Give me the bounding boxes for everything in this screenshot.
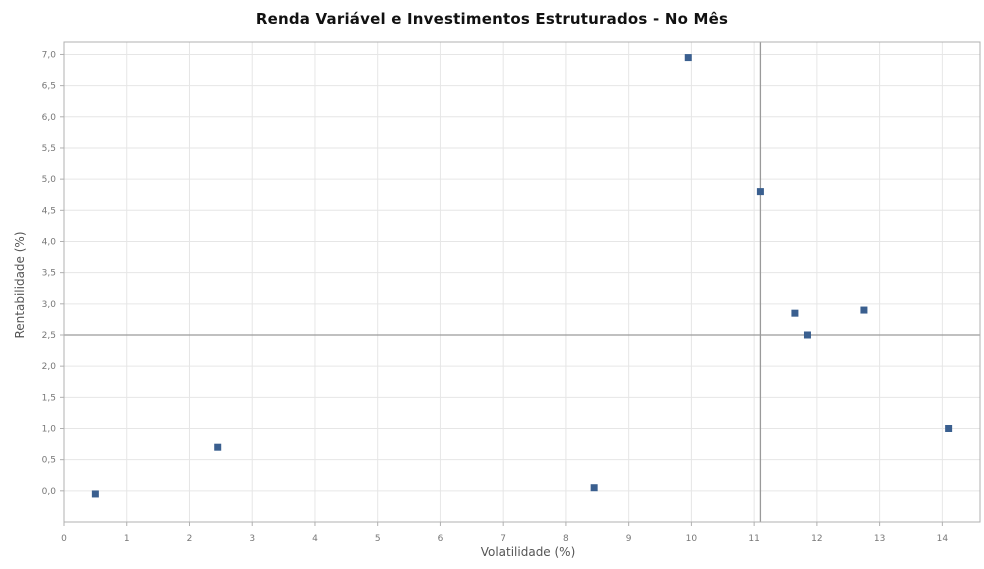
x-tick-label: 11 [748, 534, 759, 544]
x-axis-ticks: 0 1 2 3 4 5 6 7 8 9 10 11 12 13 14 [61, 534, 948, 544]
data-point[interactable] [684, 54, 692, 62]
data-point[interactable] [860, 306, 868, 314]
y-tick-label: 2,5 [42, 331, 56, 341]
y-tick-label: 6,0 [42, 113, 57, 123]
x-tick-label: 10 [686, 534, 698, 544]
x-tick-label: 2 [187, 534, 193, 544]
data-point[interactable] [214, 443, 222, 451]
y-tick-label: 4,0 [42, 237, 57, 247]
x-tick-label: 3 [249, 534, 255, 544]
y-tick-label: 3,0 [42, 300, 57, 310]
data-point[interactable] [756, 188, 764, 196]
y-tick-label: 6,5 [42, 82, 56, 92]
y-tick-label: 1,5 [42, 393, 56, 403]
data-point[interactable] [590, 484, 598, 492]
x-tick-label: 5 [375, 534, 381, 544]
y-tick-label: 0,0 [42, 487, 57, 497]
grid-lines [63, 42, 980, 522]
x-tick-label: 12 [811, 534, 822, 544]
y-tick-label: 5,5 [42, 144, 56, 154]
x-tick-label: 14 [937, 534, 949, 544]
x-tick-label: 4 [312, 534, 318, 544]
chart-title: Renda Variável e Investimentos Estrutura… [255, 10, 729, 28]
y-tick-label: 1,0 [42, 424, 57, 434]
y-tick-label: 7,0 [42, 50, 57, 60]
x-tick-label: 6 [438, 534, 444, 544]
y-tick-label: 0,5 [42, 456, 56, 466]
x-tick-label: 9 [626, 534, 632, 544]
data-point[interactable] [91, 490, 99, 498]
x-tick-label: 0 [61, 534, 67, 544]
plot-frame [60, 41, 981, 526]
x-tick-label: 1 [124, 534, 130, 544]
plot-border [63, 41, 981, 523]
reference-lines [64, 42, 980, 522]
y-axis-label: Rentabilidade (%) [13, 231, 27, 338]
y-tick-label: 3,5 [42, 269, 56, 279]
data-points [91, 54, 953, 498]
y-tick-label: 4,5 [42, 206, 56, 216]
data-point[interactable] [803, 331, 811, 339]
x-tick-label: 8 [563, 534, 569, 544]
y-axis-ticks: 0,0 0,5 1,0 1,5 2,0 2,5 3,0 3,5 4,0 4,5 5,0 5,5 6,0 6… [42, 50, 57, 496]
x-tick-label: 7 [500, 534, 506, 544]
data-point[interactable] [945, 424, 953, 432]
y-tick-label: 2,0 [42, 362, 57, 372]
data-point[interactable] [791, 309, 799, 317]
y-tick-label: 5,0 [42, 175, 57, 185]
x-axis-label: Volatilidade (%) [481, 545, 576, 559]
x-tick-label: 13 [874, 534, 885, 544]
